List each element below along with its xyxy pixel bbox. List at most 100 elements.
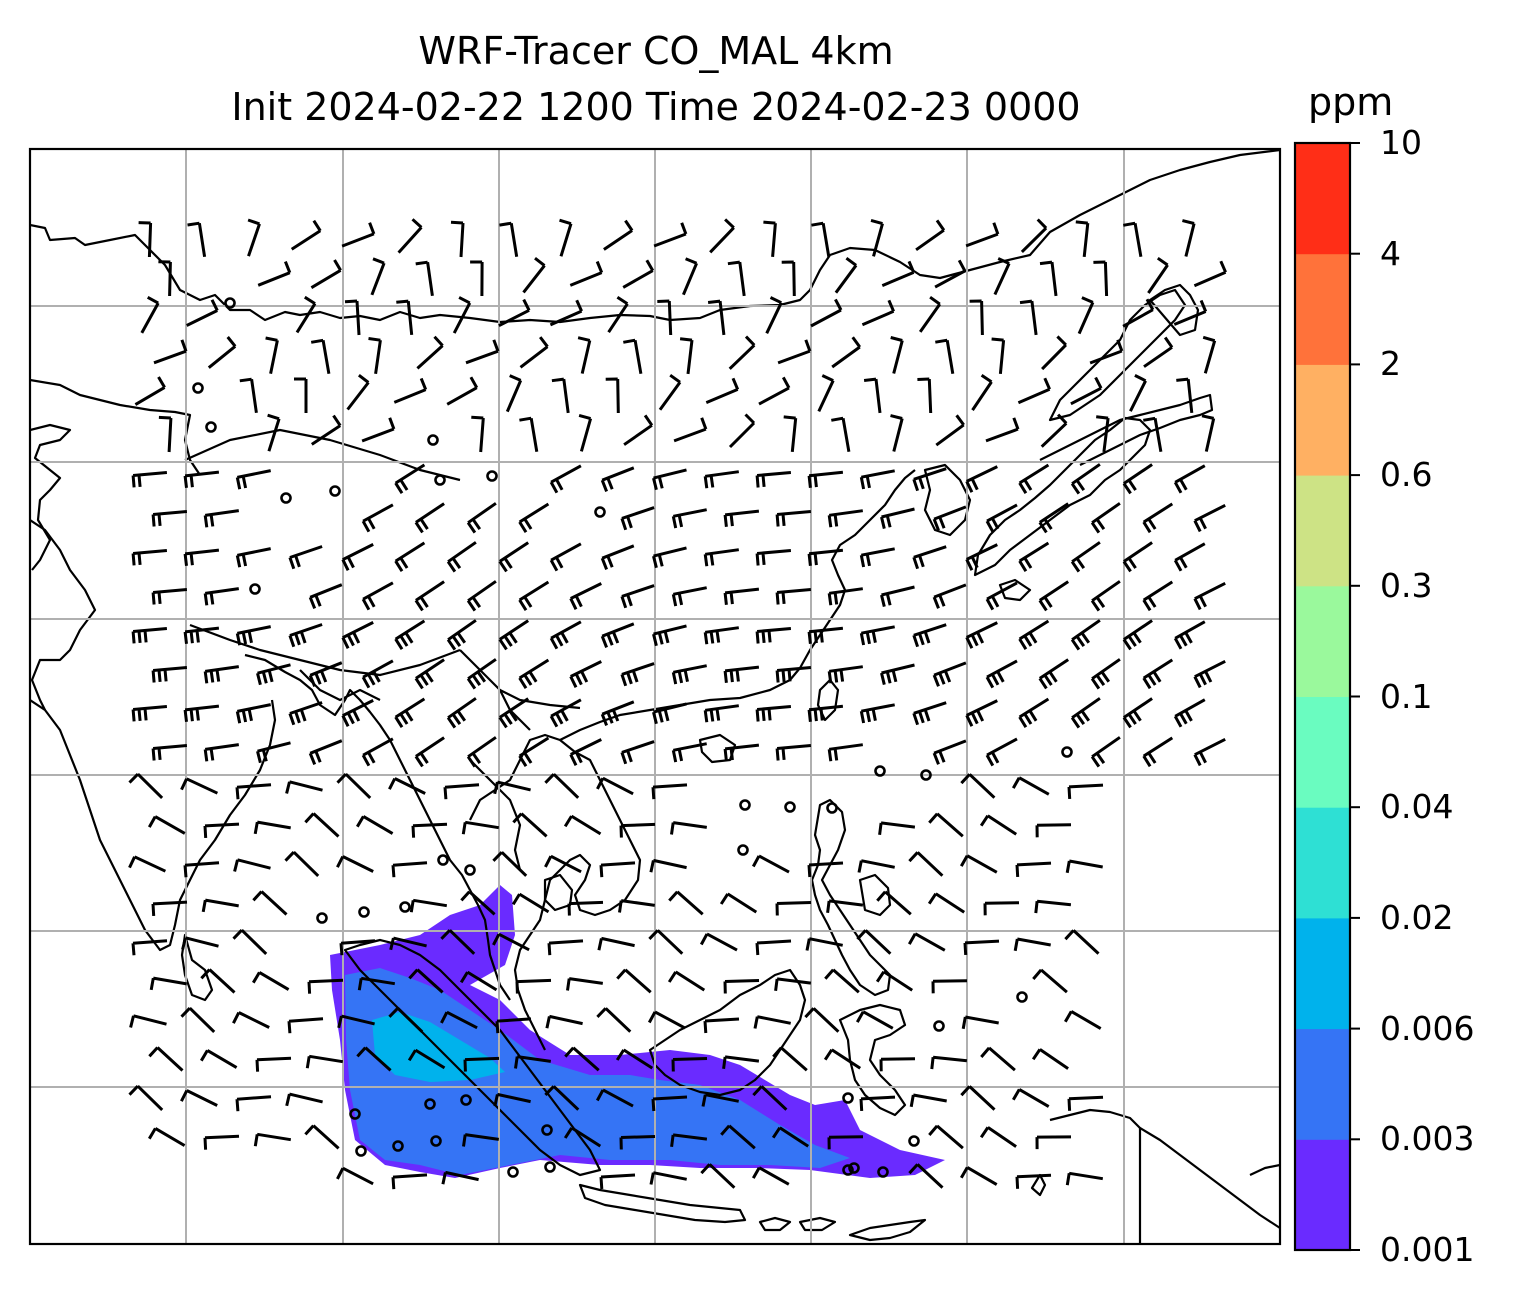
colorbar-segment-4 bbox=[1295, 696, 1350, 808]
wind-barb-125 bbox=[549, 464, 582, 494]
wind-barb-430 bbox=[462, 1133, 500, 1147]
wind-barb-349 bbox=[597, 936, 635, 951]
wind-barb-173 bbox=[1018, 541, 1050, 572]
wind-barb-280 bbox=[180, 777, 219, 795]
wind-barb-443 bbox=[599, 1173, 636, 1190]
wind-barb-403 bbox=[671, 1057, 708, 1072]
wind-barb-308 bbox=[128, 855, 167, 873]
wind-barb-25 bbox=[415, 260, 434, 297]
wind-barb-417 bbox=[595, 1088, 634, 1108]
colorbar-frame bbox=[1293, 141, 1352, 1252]
wind-barb-32 bbox=[781, 260, 796, 297]
wind-barb-71 bbox=[679, 337, 694, 375]
wind-barb-155 bbox=[1193, 503, 1226, 533]
wind-barb-243 bbox=[341, 699, 374, 727]
wind-barb-324 bbox=[1065, 859, 1103, 874]
wind-barb-150 bbox=[932, 505, 967, 531]
wind-barb-331 bbox=[567, 900, 604, 916]
wind-barb-156 bbox=[131, 549, 168, 566]
wind-barb-34 bbox=[881, 260, 916, 287]
wind-barb-49 bbox=[607, 295, 629, 334]
colorbar-tick-label-2: 0.006 bbox=[1380, 1008, 1475, 1048]
wind-barb-427 bbox=[203, 1134, 240, 1150]
wind-barb-303 bbox=[670, 821, 708, 835]
wind-barb-326 bbox=[201, 898, 239, 913]
colorbar-tick-label-5: 0.1 bbox=[1380, 676, 1433, 716]
wind-barb-336 bbox=[826, 899, 864, 913]
wind-barb-386 bbox=[647, 1010, 686, 1030]
wind-barb-276 bbox=[1090, 736, 1121, 768]
wind-barb-279 bbox=[128, 773, 164, 799]
wind-barb-227 bbox=[620, 662, 655, 687]
wind-barb-273 bbox=[827, 743, 864, 762]
wind-barb-346 bbox=[440, 929, 476, 955]
wind-barb-437 bbox=[928, 1124, 964, 1150]
wind-barb-228 bbox=[671, 664, 707, 685]
wind-barb-21 bbox=[158, 260, 172, 297]
wind-barb-61 bbox=[153, 339, 188, 365]
wind-barb-274 bbox=[932, 739, 967, 765]
calm-marker-24 bbox=[349, 1108, 361, 1120]
colorbar-segment-0 bbox=[1295, 1139, 1350, 1251]
calm-marker-32 bbox=[544, 1161, 556, 1173]
wind-barb-172 bbox=[965, 543, 998, 571]
wind-barb-369 bbox=[667, 970, 706, 992]
wind-barb-414 bbox=[285, 1092, 323, 1107]
wind-barb-444 bbox=[649, 1171, 687, 1185]
wind-barb-359 bbox=[149, 976, 187, 991]
wind-barb-84 bbox=[294, 377, 308, 413]
wind-barb-166 bbox=[652, 546, 687, 569]
wind-barb-434 bbox=[720, 1124, 756, 1150]
wind-barb-168 bbox=[755, 549, 792, 566]
wind-barb-184 bbox=[569, 582, 602, 610]
wind-barb-272 bbox=[775, 744, 812, 761]
wind-barb-178 bbox=[203, 587, 240, 606]
wind-barb-50 bbox=[657, 299, 673, 336]
wind-barb-142 bbox=[466, 502, 497, 534]
wind-barb-387 bbox=[703, 1017, 740, 1034]
wind-barb-81 bbox=[1202, 335, 1217, 374]
calm-marker-2 bbox=[205, 421, 217, 433]
colorbar-unit-label: ppm bbox=[1308, 80, 1394, 124]
wind-barb-241 bbox=[235, 703, 271, 724]
wind-barb-102 bbox=[158, 415, 173, 453]
colorbar-tick-label-1: 0.003 bbox=[1380, 1119, 1475, 1159]
wind-barb-330 bbox=[511, 892, 550, 914]
wind-barb-92 bbox=[705, 377, 740, 404]
calm-marker-22 bbox=[1016, 991, 1028, 1003]
wind-barb-104 bbox=[310, 414, 342, 446]
colorbar-tick-label-9: 4 bbox=[1380, 233, 1401, 273]
wind-barb-332 bbox=[618, 899, 656, 913]
wind-barb-404 bbox=[722, 1055, 760, 1069]
wind-barb-348 bbox=[547, 939, 584, 956]
wind-barb-355 bbox=[907, 932, 946, 952]
wind-barb-203 bbox=[446, 619, 477, 651]
wind-barb-363 bbox=[357, 976, 396, 991]
wind-barb-94 bbox=[817, 374, 835, 413]
wind-barb-223 bbox=[414, 658, 445, 690]
wind-barb-238 bbox=[1193, 659, 1226, 689]
wind-barb-66 bbox=[416, 335, 444, 370]
wind-barb-429 bbox=[304, 1124, 340, 1150]
wind-barb-136 bbox=[1122, 463, 1153, 495]
wind-barb-320 bbox=[857, 859, 895, 873]
wind-barb-396 bbox=[305, 1054, 344, 1069]
calm-marker-5 bbox=[329, 485, 341, 497]
wind-barb-232 bbox=[880, 663, 915, 685]
wind-barb-58 bbox=[1077, 296, 1095, 335]
wind-barb-176 bbox=[1173, 542, 1206, 572]
wind-barb-10 bbox=[653, 222, 688, 248]
wind-barb-74 bbox=[831, 336, 862, 369]
wind-barb-354 bbox=[856, 929, 892, 955]
wind-barb-278 bbox=[1193, 737, 1226, 767]
map-title-line2: Init 2024-02-22 1200 Time 2024-02-23 000… bbox=[231, 85, 1081, 129]
wind-barb-44 bbox=[344, 299, 361, 336]
wind-barb-215 bbox=[1070, 619, 1101, 651]
wind-barb-236 bbox=[1090, 658, 1121, 690]
colorbar bbox=[1295, 142, 1360, 1251]
wind-barb-212 bbox=[912, 623, 947, 648]
wind-barb-177 bbox=[151, 588, 188, 605]
wind-barb-148 bbox=[827, 509, 864, 528]
wind-barb-419 bbox=[701, 1093, 739, 1107]
wind-barb-169 bbox=[807, 548, 844, 566]
